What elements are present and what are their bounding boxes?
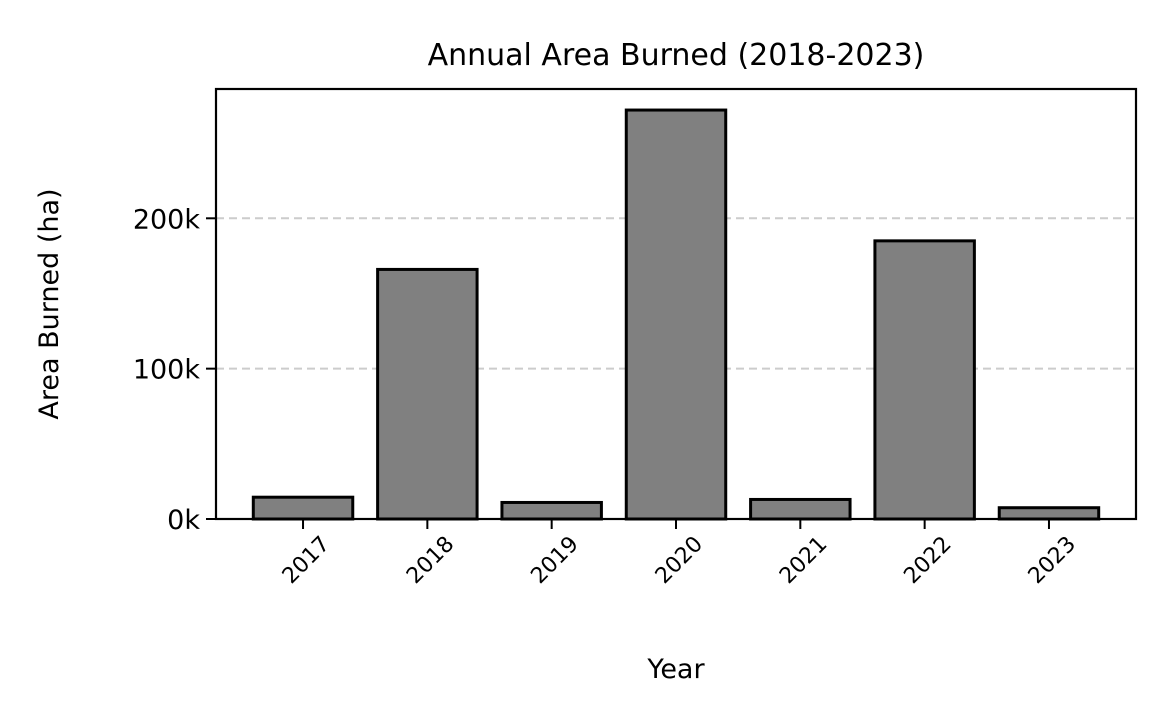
chart-title: Annual Area Burned (2018-2023): [428, 38, 925, 73]
y-axis-label: Area Burned (ha): [34, 188, 65, 419]
bar-2017: [251, 495, 355, 521]
x-tick-label: 2023: [1024, 532, 1081, 589]
y-tick-label: 100k: [133, 355, 201, 386]
x-tick-label: 2019: [526, 532, 583, 589]
bars: [251, 108, 1101, 521]
y-tick-label: 0k: [167, 505, 200, 536]
bar-2022: [873, 239, 976, 521]
bar-2021: [749, 497, 852, 521]
x-axis-label: Year: [646, 654, 705, 685]
bar-2019: [500, 500, 603, 521]
x-tick-label: 2020: [651, 532, 708, 589]
x-tick-label: 2017: [278, 532, 335, 589]
y-tick-label: 200k: [133, 204, 201, 235]
x-tick-label: 2021: [775, 532, 832, 589]
y-axis-ticks: 0k 100k 200k: [133, 204, 216, 536]
bar-2023: [997, 506, 1101, 521]
x-tick-label: 2018: [402, 532, 459, 589]
x-tick-label: 2022: [899, 532, 956, 589]
bar-2020: [624, 108, 728, 521]
bar-2018: [376, 267, 479, 521]
x-axis-ticks: 2017 2018 2019 2020 2021 2022 2023: [278, 519, 1081, 589]
